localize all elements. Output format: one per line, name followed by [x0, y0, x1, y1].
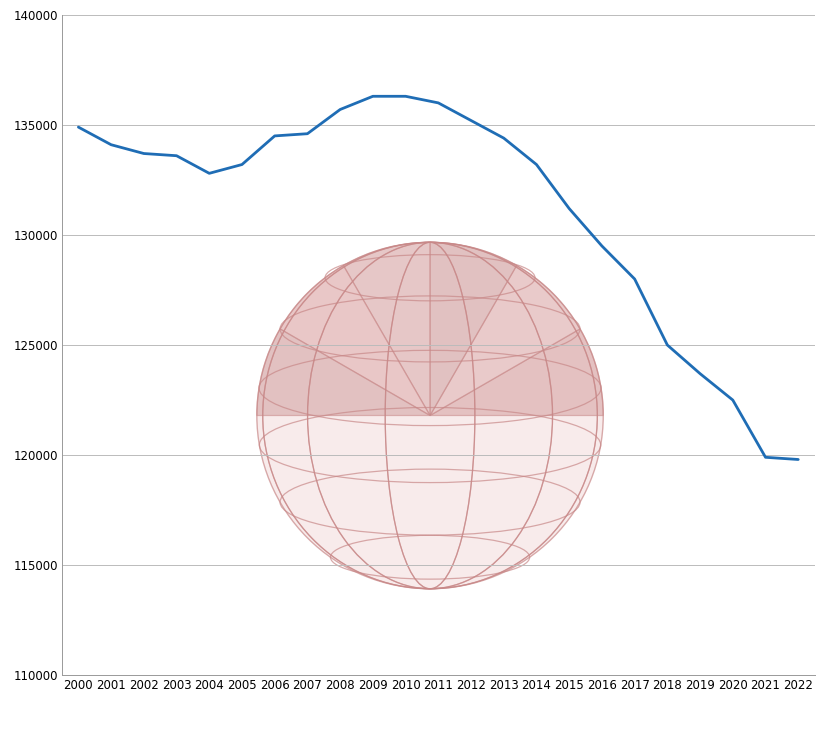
Wedge shape [430, 329, 603, 416]
Wedge shape [280, 266, 430, 416]
Wedge shape [257, 329, 430, 416]
Wedge shape [430, 243, 517, 416]
Wedge shape [430, 266, 580, 416]
Wedge shape [343, 243, 430, 416]
Circle shape [257, 243, 603, 588]
